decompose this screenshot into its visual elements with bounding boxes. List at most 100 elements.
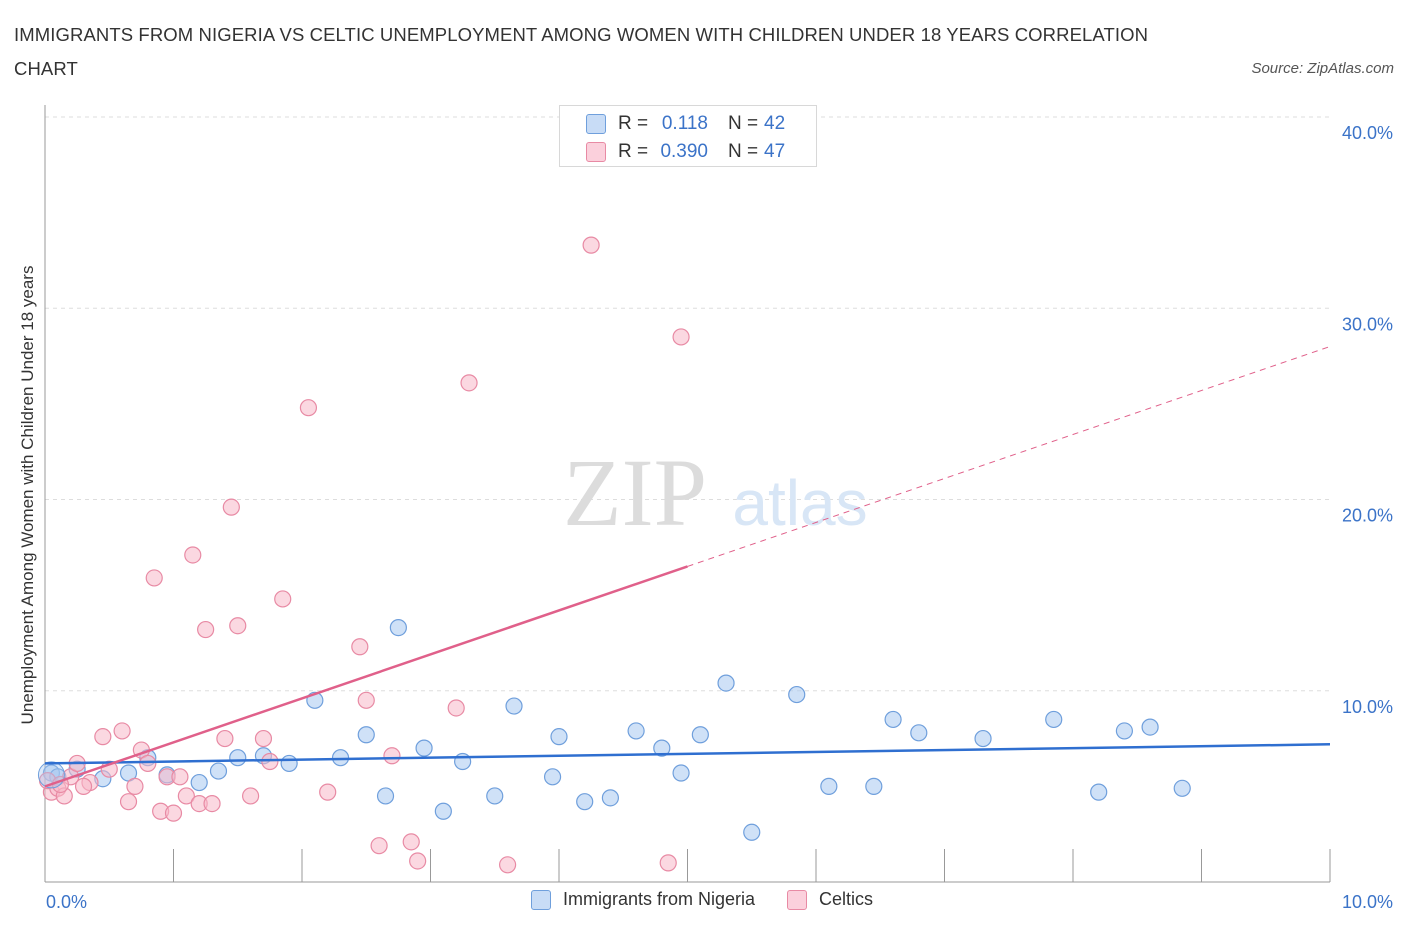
- celtic-point: [94, 728, 112, 746]
- celtic-point: [499, 856, 517, 874]
- celtic-point: [351, 638, 369, 656]
- nigeria-point: [788, 685, 806, 704]
- celtic-legend-swatch: [787, 889, 808, 910]
- chart-title: IMMIGRANTS FROM NIGERIA VS CELTIC UNEMPL…: [14, 24, 1149, 79]
- x-tick-label-min: 0.0%: [46, 892, 87, 912]
- stats-legend: R = 0.118 N = 42 R = 0.390 N = 47: [559, 105, 817, 167]
- nigeria-point: [331, 749, 350, 767]
- nigeria-point: [1045, 710, 1063, 729]
- legend-label-celtics: Celtics: [819, 889, 874, 909]
- data-points: [37, 236, 1191, 874]
- nigeria-point: [389, 619, 407, 637]
- celtic-point: [460, 374, 478, 392]
- stats-row-celtic: R = 0.390 N = 47: [586, 138, 785, 166]
- celtic-point: [447, 699, 465, 717]
- celtic-point: [197, 620, 215, 639]
- celtic-point: [177, 787, 195, 805]
- nigeria-point: [1115, 722, 1134, 740]
- nigeria-swatch: [586, 114, 606, 134]
- source-credit: Source: ZipAtlas.com: [1251, 60, 1394, 77]
- legend-item-nigeria[interactable]: Immigrants from Nigeria: [531, 889, 755, 910]
- nigeria-point: [280, 754, 298, 773]
- nigeria-point: [357, 726, 375, 744]
- nigeria-point: [672, 764, 690, 782]
- nigeria-point: [820, 777, 838, 795]
- celtic-point: [113, 722, 131, 740]
- nigeria-point: [601, 789, 620, 807]
- celtic-point: [171, 768, 189, 786]
- celtic-trend-line: [44, 565, 688, 788]
- y-tick-label: 10.0%: [1342, 697, 1393, 717]
- nigeria-n-value: 42: [764, 113, 786, 134]
- nigeria-point: [627, 722, 645, 740]
- grid-lines: [45, 116, 1330, 692]
- celtic-point: [299, 399, 318, 417]
- nigeria-point: [505, 697, 523, 715]
- nigeria-point: [910, 724, 928, 742]
- celtic-point: [242, 787, 260, 805]
- celtic-point: [119, 793, 138, 811]
- nigeria-point: [434, 802, 452, 820]
- watermark-atlas: atlas: [732, 467, 867, 539]
- stats-row-nigeria: R = 0.118 N = 42: [586, 110, 785, 138]
- celtic-point: [139, 754, 157, 773]
- series-legend: Immigrants from Nigeria Celtics: [531, 889, 905, 910]
- r-label: R =: [618, 141, 649, 162]
- celtic-point: [222, 498, 240, 516]
- nigeria-point: [865, 777, 883, 795]
- celtic-trend-extension: [687, 346, 1331, 567]
- nigeria-point: [974, 729, 992, 748]
- nigeria-point: [576, 793, 594, 811]
- celtic-point: [409, 852, 427, 870]
- n-label: N =: [728, 113, 759, 134]
- celtic-point: [659, 854, 677, 872]
- nigeria-point: [884, 710, 902, 729]
- nigeria-trend-line: [44, 743, 1331, 765]
- nigeria-point: [376, 787, 395, 805]
- nigeria-point: [190, 773, 208, 792]
- nigeria-point: [486, 787, 504, 805]
- celtic-n-value: 47: [764, 141, 786, 162]
- r-label: R =: [618, 113, 649, 134]
- celtic-point: [370, 837, 388, 855]
- x-tick-label-max: 10.0%: [1342, 892, 1393, 912]
- y-tick-label: 40.0%: [1342, 123, 1393, 143]
- legend-label-nigeria: Immigrants from Nigeria: [563, 889, 756, 909]
- celtic-point: [582, 236, 600, 254]
- tick-labels: 10.0% 20.0% 30.0% 40.0% 0.0% 10.0%: [46, 123, 1393, 912]
- celtic-point: [74, 777, 93, 795]
- celtic-point: [383, 747, 401, 765]
- nigeria-legend-swatch: [531, 889, 551, 910]
- celtic-point: [203, 794, 221, 813]
- celtic-point: [402, 833, 420, 851]
- nigeria-point: [1173, 779, 1191, 797]
- nigeria-point: [415, 739, 433, 757]
- celtic-swatch: [586, 142, 606, 162]
- nigeria-point: [743, 823, 761, 841]
- nigeria-point: [209, 762, 228, 780]
- celtic-r-value: 0.390: [660, 141, 708, 162]
- nigeria-point: [1090, 783, 1108, 801]
- nigeria-point: [229, 749, 247, 767]
- celtic-point: [261, 752, 279, 771]
- nigeria-point: [543, 768, 562, 786]
- nigeria-point: [691, 726, 709, 744]
- celtic-point: [672, 328, 690, 346]
- n-label: N =: [728, 141, 759, 162]
- axes: [44, 105, 1331, 883]
- trend-lines: [44, 346, 1331, 788]
- celtic-point: [216, 729, 234, 748]
- celtic-point: [145, 569, 163, 587]
- celtic-point: [274, 590, 292, 608]
- nigeria-point: [717, 674, 735, 692]
- y-tick-label: 20.0%: [1342, 506, 1393, 526]
- legend-item-celtics[interactable]: Celtics: [787, 889, 873, 910]
- nigeria-point: [550, 728, 568, 746]
- nigeria-point: [653, 739, 671, 757]
- watermark-zip: ZIP: [563, 439, 707, 546]
- celtic-point: [164, 804, 183, 822]
- nigeria-r-value: 0.118: [661, 113, 708, 134]
- watermark: ZIP atlas: [563, 439, 868, 546]
- celtic-point: [319, 783, 337, 801]
